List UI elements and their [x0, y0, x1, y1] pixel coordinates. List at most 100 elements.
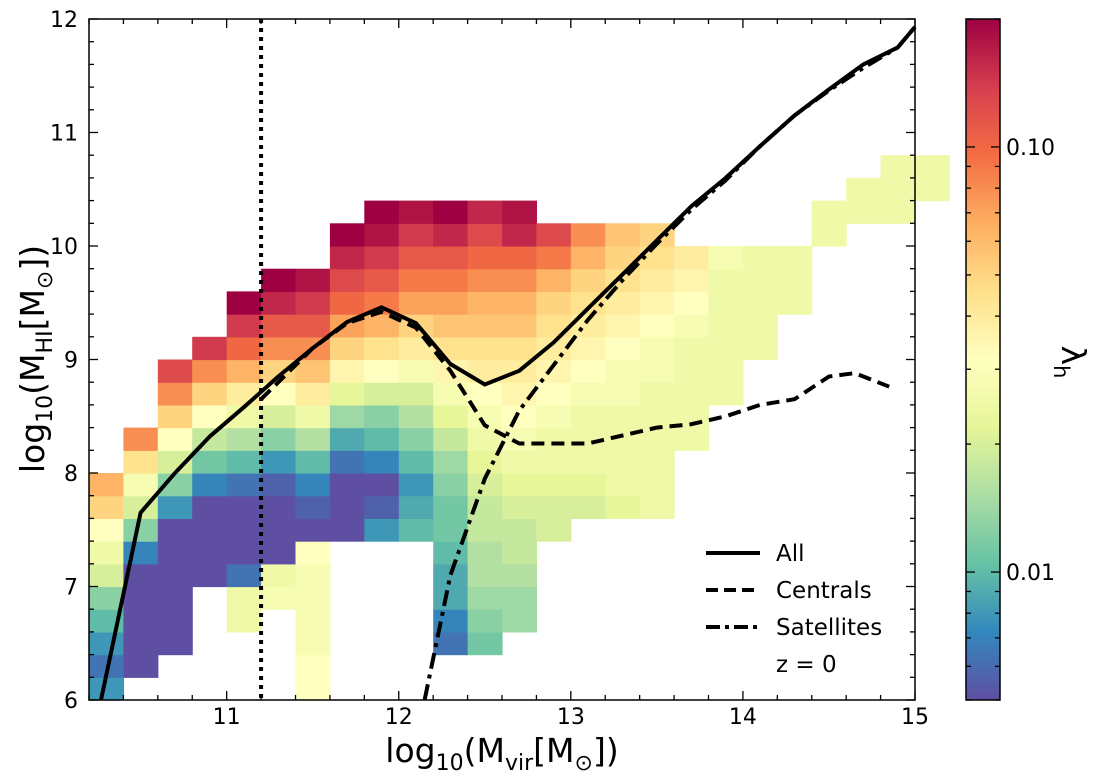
heatmap-cell — [295, 359, 331, 383]
heatmap-cell — [364, 246, 400, 270]
heatmap-cell — [605, 404, 641, 429]
heatmap-cell — [329, 223, 365, 247]
heatmap-cell — [570, 382, 606, 406]
heatmap-cell — [226, 495, 262, 519]
heatmap-cell — [536, 404, 572, 429]
heatmap-cell — [398, 359, 434, 383]
heatmap-cell — [123, 450, 159, 474]
heatmap-cell — [467, 518, 503, 542]
heatmap-cell — [502, 223, 537, 247]
heatmap-cell — [467, 450, 503, 474]
y-tick-label: 7 — [64, 576, 78, 601]
heatmap-cell — [433, 246, 469, 270]
heatmap-cell — [502, 200, 537, 224]
heatmap-cell — [157, 359, 193, 383]
heatmap-cell — [295, 268, 331, 292]
heatmap-cell — [708, 268, 744, 292]
heatmap-cell — [639, 427, 675, 451]
heatmap-cell — [880, 177, 916, 202]
heatmap-cell — [639, 268, 675, 292]
heatmap-cell — [674, 427, 710, 451]
heatmap-cell — [295, 677, 331, 701]
heatmap-cell — [915, 177, 950, 202]
heatmap-cell — [157, 427, 193, 451]
heatmap-cell — [329, 473, 365, 497]
heatmap-cell — [329, 382, 365, 406]
heatmap-cell — [536, 518, 572, 542]
heatmap-cell — [467, 473, 503, 497]
heatmap-cell — [192, 541, 228, 565]
heatmap-cell — [364, 404, 400, 429]
heatmap-cell — [295, 291, 331, 315]
heatmap-cell — [467, 609, 503, 633]
heatmap-cell — [261, 541, 297, 565]
heatmap-cell — [777, 268, 813, 292]
heatmap-cell — [89, 518, 124, 542]
heatmap-cell — [295, 427, 331, 451]
heatmap-cell — [364, 495, 400, 519]
heatmap-cell — [226, 404, 262, 429]
heatmap-cell — [295, 631, 331, 656]
heatmap-cell — [811, 223, 847, 247]
colorbar-tick-label: 0.10 — [1006, 136, 1055, 161]
heatmap-cell — [398, 427, 434, 451]
heatmap-cell — [502, 404, 537, 429]
heatmap-cell — [192, 382, 228, 406]
heatmap-cell — [502, 450, 537, 474]
heatmap-cell — [605, 291, 641, 315]
heatmap-cell — [467, 382, 503, 406]
heatmap-cell — [123, 631, 159, 656]
x-tick-label: 15 — [901, 705, 929, 730]
heatmap-cell — [467, 200, 503, 224]
heatmap-cell — [433, 314, 469, 338]
y-tick-label: 12 — [50, 8, 78, 33]
heatmap-cell — [295, 518, 331, 542]
heatmap-cell — [295, 314, 331, 338]
heatmap-cell — [226, 473, 262, 497]
heatmap-cell — [398, 223, 434, 247]
heatmap-cell — [89, 677, 124, 701]
heatmap-cell — [364, 223, 400, 247]
heatmap-cell — [777, 291, 813, 315]
heatmap-cell — [605, 495, 641, 519]
heatmap-cell — [261, 268, 297, 292]
heatmap-cell — [915, 155, 950, 179]
heatmap-cell — [192, 359, 228, 383]
legend-label-satellites: Satellites — [776, 615, 882, 641]
heatmap-cell — [261, 359, 297, 383]
heatmap-cell — [674, 359, 710, 383]
heatmap-cell — [708, 359, 744, 383]
heatmap-cell — [433, 631, 469, 656]
y-tick-label: 8 — [64, 462, 78, 487]
heatmap-cell — [226, 541, 262, 565]
heatmap-cell — [502, 473, 537, 497]
heatmap-cell — [261, 336, 297, 361]
heatmap-cell — [89, 586, 124, 610]
heatmap-cell — [192, 495, 228, 519]
heatmap-cell — [502, 291, 537, 315]
heatmap-cell — [433, 223, 469, 247]
heatmap-cell — [364, 473, 400, 497]
heatmap-cell — [467, 427, 503, 451]
heatmap-cell — [226, 450, 262, 474]
heatmap-cell — [708, 246, 744, 270]
heatmap-cell — [398, 404, 434, 429]
heatmap-cell — [226, 336, 262, 361]
heatmap-cell — [329, 291, 365, 315]
heatmap-cell — [639, 382, 675, 406]
series-line-centrals — [259, 309, 890, 446]
heatmap-cell — [226, 609, 262, 633]
heatmap-cell — [502, 518, 537, 542]
heatmap-cell — [433, 473, 469, 497]
heatmap-cell — [639, 450, 675, 474]
heatmap-cell — [295, 473, 331, 497]
heatmap-cell — [157, 586, 193, 610]
heatmap-cell — [605, 450, 641, 474]
x-tick-label: 11 — [213, 705, 241, 730]
heatmap-cell — [157, 609, 193, 633]
heatmap-cell — [433, 586, 469, 610]
heatmap-cell — [570, 314, 606, 338]
heatmap-cell — [639, 336, 675, 361]
heatmap-cell — [502, 268, 537, 292]
heatmap-cell — [467, 359, 503, 383]
